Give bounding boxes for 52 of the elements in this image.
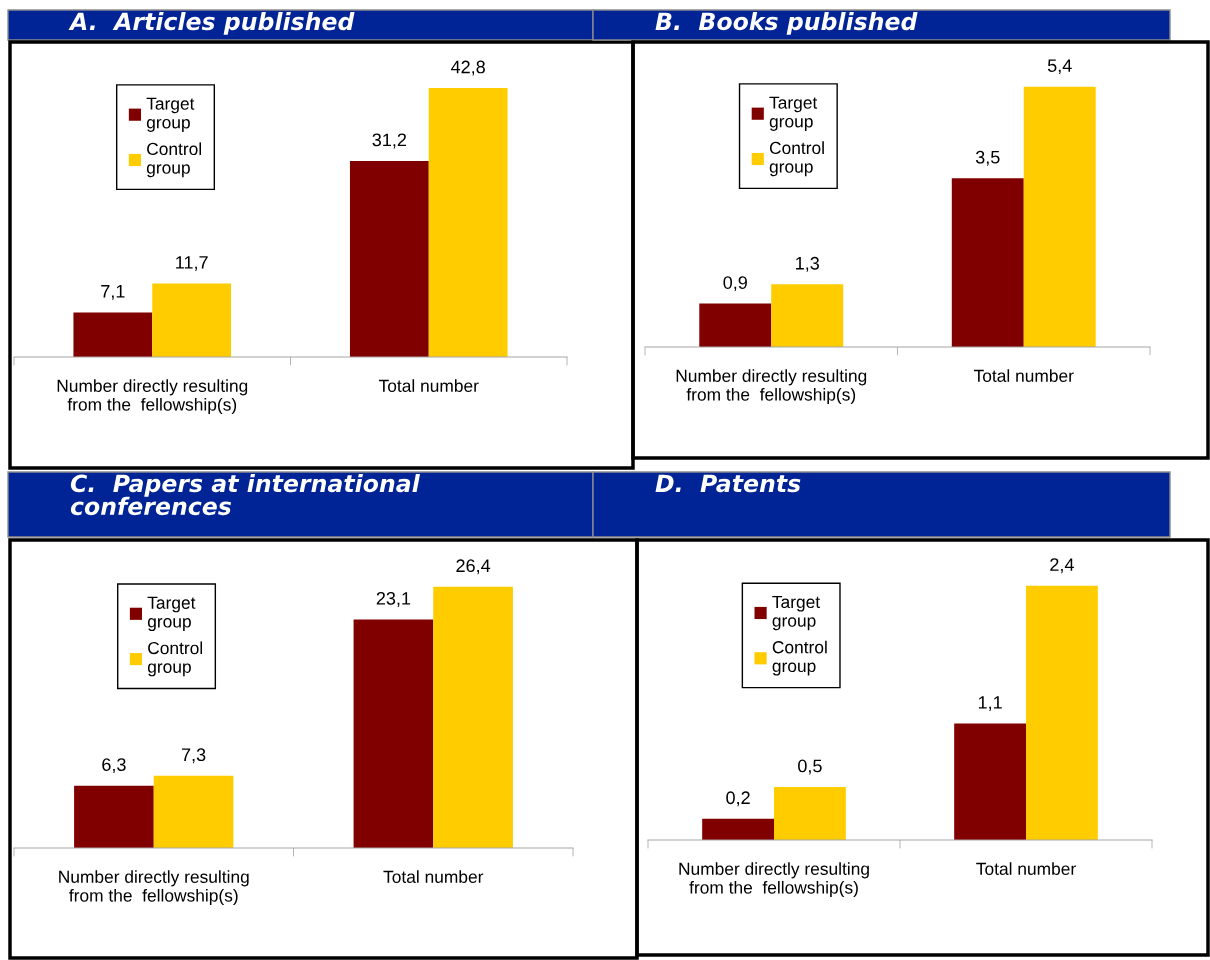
bar (152, 283, 232, 357)
bar (153, 775, 234, 848)
x-tick-label: Total number (378, 379, 479, 392)
legend-label: Target group (769, 96, 818, 131)
data-label: 31,2 (372, 133, 407, 149)
data-label: 0,5 (798, 759, 822, 775)
legend-label: Target group (147, 596, 196, 632)
data-label: 1,1 (978, 696, 1002, 711)
bar (699, 303, 772, 347)
bar (954, 723, 1026, 840)
bar (951, 178, 1024, 347)
data-label: 7,1 (101, 285, 125, 300)
legend-label: Target group (146, 97, 195, 132)
x-tick-label: Total number (383, 870, 484, 883)
bar (702, 818, 774, 840)
x-tick-label: Number directly resulting from the fellowship(s) (679, 862, 869, 898)
chart-title: D. Patents (655, 474, 801, 493)
bar (774, 787, 846, 840)
chart-title: A. Articles published (68, 12, 355, 35)
data-label: 0,9 (723, 276, 747, 292)
x-tick-label: Number directly resulting from the fellowship(s) (59, 870, 249, 906)
data-label: 11,7 (176, 256, 208, 271)
x-tick-label: Number directly resulting from the fellowship(s) (57, 379, 248, 415)
x-tick-label: Total number (973, 369, 1074, 382)
chart-title: B. Books published (655, 12, 918, 35)
bar (428, 88, 508, 357)
legend-label: Target group (772, 595, 820, 631)
bar (73, 312, 153, 357)
data-label: 7,3 (181, 748, 206, 764)
bar (353, 619, 434, 848)
legend-label: Control group (769, 141, 824, 177)
data-label: 6,3 (102, 758, 126, 774)
bar (74, 785, 154, 848)
bar (1023, 86, 1096, 347)
legend-label: Control group (146, 142, 202, 178)
x-tick-label: Number directly resulting from the fellowship(s) (676, 369, 867, 405)
x-tick-label: Total number (976, 862, 1076, 875)
data-label: 5,4 (1047, 59, 1072, 75)
bar (1026, 585, 1098, 840)
data-label: 3,5 (975, 150, 1000, 166)
legend-label: Control group (147, 641, 203, 677)
data-label: 0,2 (726, 791, 750, 807)
chart-title: C. Papers at international conferences (70, 474, 421, 516)
legend-label: Control group (772, 640, 827, 676)
data-label: 1,3 (796, 256, 819, 272)
data-label: 23,1 (376, 591, 411, 607)
data-label: 42,8 (451, 60, 485, 76)
data-label: 26,4 (456, 559, 491, 575)
data-label: 2,4 (1050, 558, 1074, 574)
bar (771, 284, 844, 347)
bar (433, 586, 513, 848)
bar (349, 160, 429, 357)
